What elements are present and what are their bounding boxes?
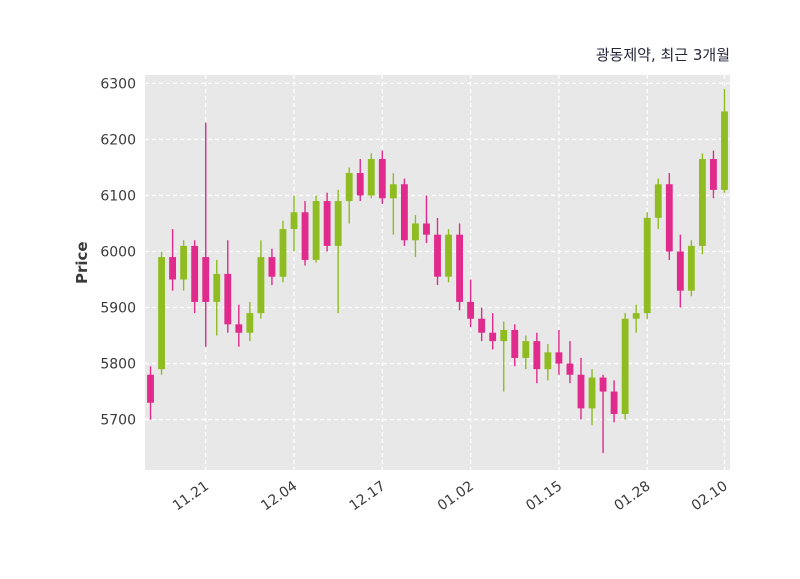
candle-body-down — [147, 374, 154, 403]
candle-body-up — [158, 257, 165, 370]
candle-body-down — [676, 251, 684, 291]
candle-body-down — [599, 377, 607, 392]
y-tick-label: 6000 — [100, 244, 136, 260]
candle-body-down — [235, 324, 243, 333]
candle-body-up — [643, 217, 651, 314]
candle-body-down — [489, 332, 497, 342]
candle-body-up — [632, 313, 640, 319]
candle-body-down — [511, 329, 519, 358]
candle-body-up — [544, 352, 552, 370]
y-tick-label: 5800 — [100, 357, 136, 373]
candle-body-down — [224, 273, 232, 325]
y-axis-label: Price — [73, 241, 91, 284]
candle-body-down — [478, 318, 486, 333]
x-tick-label: 11.21 — [170, 478, 212, 514]
candle-body-up — [500, 329, 508, 342]
candle-body-up — [213, 273, 221, 302]
candle-body-down — [566, 363, 574, 375]
candle-body-down — [467, 301, 475, 319]
candle-body-down — [169, 257, 177, 280]
candle-body-up — [279, 229, 287, 277]
candle-body-down — [456, 234, 463, 302]
candle-body-up — [721, 111, 728, 190]
x-tick-label: 12.04 — [258, 478, 300, 514]
candle-body-up — [180, 245, 188, 280]
y-tick-label: 6300 — [100, 76, 136, 92]
chart-title: 광동제약, 최근 3개월 — [595, 46, 730, 64]
candle-body-up — [588, 377, 596, 409]
candle-body-down — [301, 212, 309, 260]
y-tick-label: 6200 — [100, 132, 136, 148]
candle-body-up — [246, 313, 254, 333]
candle-body-down — [268, 257, 276, 277]
candle-body-down — [533, 341, 541, 370]
y-tick-label: 5900 — [100, 301, 136, 317]
candle-body-up — [522, 341, 530, 358]
x-tick-label: 02.10 — [689, 478, 731, 514]
candle-body-up — [621, 318, 629, 414]
candle-body-down — [191, 245, 199, 302]
candle-body-up — [312, 201, 320, 260]
candle-body-down — [610, 391, 618, 414]
y-tick-label: 6100 — [100, 188, 136, 204]
candle-body-up — [334, 201, 342, 246]
candle-body-up — [698, 159, 706, 246]
candle-body-down — [202, 257, 210, 302]
x-tick-label: 12.17 — [347, 478, 389, 514]
candle-body-down — [356, 173, 364, 196]
candle-body-up — [687, 245, 695, 291]
candle-body-up — [654, 184, 662, 218]
y-tick-label: 5700 — [100, 413, 136, 429]
candle-body-down — [434, 234, 441, 277]
candle-body-down — [555, 352, 563, 364]
candle-body-up — [367, 159, 375, 196]
candle-body-down — [400, 184, 408, 241]
candle-body-up — [412, 223, 419, 241]
candle-body-up — [345, 173, 353, 202]
candle-body-up — [257, 257, 265, 314]
candle-body-down — [378, 159, 386, 199]
candle-body-down — [665, 184, 673, 252]
x-tick-label: 01.28 — [611, 478, 653, 514]
candle-body-up — [290, 212, 298, 230]
x-tick-label: 01.15 — [523, 478, 565, 514]
candle-body-down — [577, 374, 585, 409]
candle-body-down — [423, 223, 430, 235]
candle-body-up — [389, 184, 397, 199]
candle-body-up — [445, 234, 452, 277]
x-tick-label: 01.02 — [435, 478, 477, 514]
candle-body-down — [710, 159, 717, 190]
candle-body-down — [323, 201, 331, 246]
